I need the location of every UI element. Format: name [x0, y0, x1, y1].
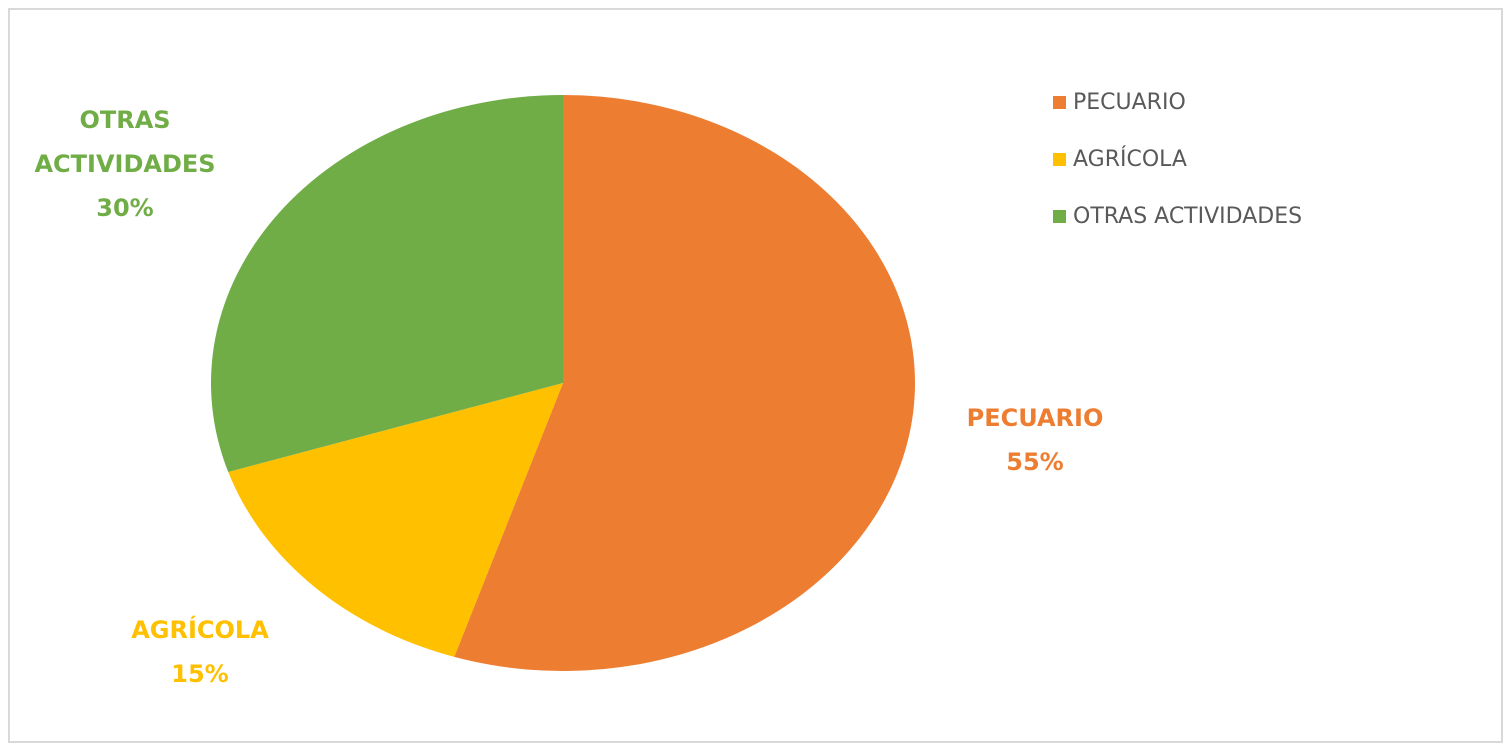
data-label-value: 55%	[1006, 448, 1064, 476]
legend-label: AGRÍCOLA	[1073, 146, 1187, 172]
pie-slice	[454, 95, 916, 672]
legend-swatch	[1053, 96, 1066, 109]
legend-label: OTRAS ACTIVIDADES	[1073, 204, 1302, 229]
data-label: PECUARIO 55%	[935, 396, 1135, 484]
data-label-category: OTRAS ACTIVIDADES	[34, 106, 216, 178]
data-label-value: 30%	[96, 194, 154, 222]
legend-swatch	[1053, 153, 1066, 166]
legend-label: PECUARIO	[1073, 90, 1186, 115]
data-label-value: 15%	[171, 660, 229, 688]
data-label-category: AGRÍCOLA	[131, 616, 269, 644]
pie-slice	[228, 383, 564, 657]
legend-swatch	[1053, 210, 1066, 223]
data-label: OTRAS ACTIVIDADES 30%	[20, 98, 230, 230]
data-label-category: PECUARIO	[966, 404, 1104, 432]
data-label: AGRÍCOLA 15%	[100, 608, 300, 696]
pie-slice	[210, 95, 563, 472]
chart-frame	[8, 8, 1503, 743]
